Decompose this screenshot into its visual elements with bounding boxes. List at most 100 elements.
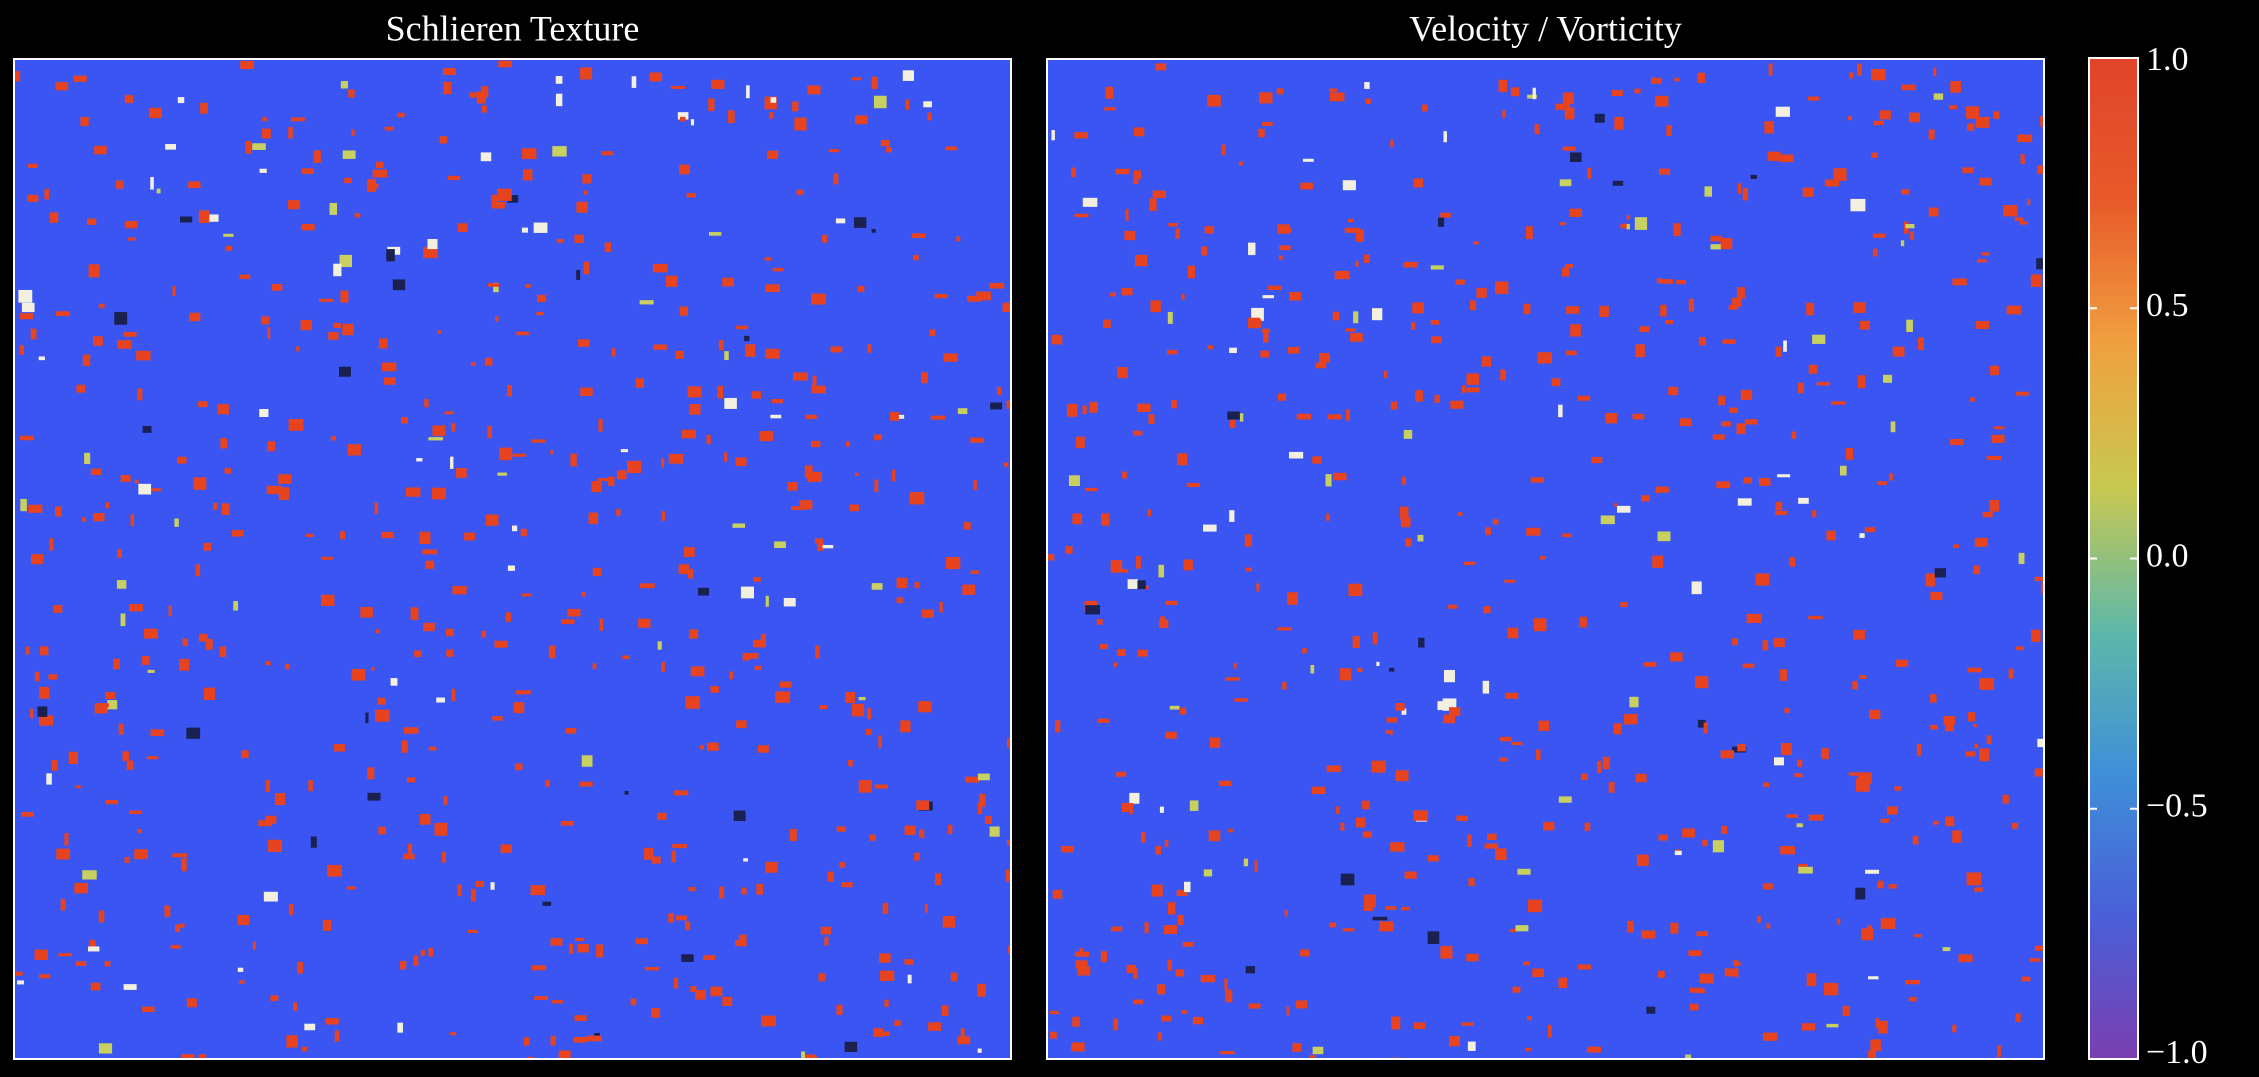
speckle <box>943 353 957 361</box>
speckle <box>1824 983 1838 996</box>
speckle <box>186 728 200 739</box>
speckle <box>1097 619 1103 625</box>
speckle <box>187 998 197 1007</box>
speckle <box>1259 92 1272 103</box>
speckle <box>286 1035 297 1047</box>
speckle <box>76 785 81 788</box>
speckle <box>1133 431 1142 436</box>
speckle <box>1115 169 1129 174</box>
speckle <box>598 478 612 481</box>
speckle <box>921 372 928 383</box>
speckle <box>780 682 792 688</box>
speckle <box>1180 708 1186 715</box>
speckle <box>514 702 525 713</box>
speckle <box>31 329 37 340</box>
speckle <box>1802 1023 1815 1030</box>
speckle <box>1973 565 1979 574</box>
speckle <box>1737 423 1746 434</box>
speckle <box>1690 988 1704 993</box>
speckle <box>928 1022 941 1031</box>
speckle <box>1881 918 1896 929</box>
speckle <box>105 961 111 967</box>
speckle <box>1970 397 1975 401</box>
speckle <box>222 503 230 515</box>
speckle <box>1260 351 1269 358</box>
speckle <box>266 816 277 824</box>
speckle <box>569 944 573 954</box>
speckle <box>1101 513 1109 525</box>
speckle <box>653 264 668 273</box>
speckle <box>970 438 984 443</box>
speckle <box>583 190 587 194</box>
speckle <box>651 1008 660 1018</box>
speckle <box>1895 786 1902 791</box>
speckle <box>1050 1011 1059 1014</box>
speckle <box>1868 976 1879 979</box>
speckle <box>1975 538 1988 547</box>
speckle <box>1193 1017 1203 1024</box>
speckle <box>1411 322 1415 330</box>
speckle <box>557 239 564 243</box>
speckle <box>1390 842 1404 851</box>
speckle <box>631 999 637 1006</box>
speckle <box>578 944 589 953</box>
speckle <box>2027 199 2030 205</box>
speckle <box>1658 531 1671 541</box>
speckle <box>632 76 637 88</box>
speckle <box>406 487 420 496</box>
speckle <box>442 852 446 863</box>
speckle <box>1312 456 1321 463</box>
speckle <box>1655 96 1668 107</box>
speckle <box>379 338 388 348</box>
colorbar-tick-label: −0.5 <box>2146 788 2208 825</box>
speckle <box>289 904 293 915</box>
speckle <box>1975 744 1979 749</box>
speckle <box>1168 902 1176 914</box>
speckle <box>1219 781 1231 786</box>
speckle <box>1849 772 1863 775</box>
speckle <box>536 312 543 315</box>
speckle <box>1262 122 1273 126</box>
speckle <box>596 944 603 957</box>
speckle <box>616 509 620 516</box>
speckle <box>524 1037 530 1045</box>
speckle <box>1504 580 1515 583</box>
heatmap <box>14 59 1019 1068</box>
speckle <box>640 300 654 304</box>
speckle <box>1559 978 1568 988</box>
speckle <box>1617 506 1630 513</box>
speckle <box>1587 168 1591 179</box>
speckle <box>2016 392 2029 396</box>
speckle <box>872 583 883 590</box>
speckle <box>755 666 762 670</box>
speckle <box>666 276 677 287</box>
speckle <box>50 212 59 222</box>
speckle <box>1688 950 1701 956</box>
speckle <box>501 844 512 852</box>
speckle <box>962 585 975 595</box>
speckle <box>1652 556 1663 568</box>
speckle <box>1877 881 1883 889</box>
speckle <box>854 217 866 228</box>
speckle <box>137 388 142 400</box>
speckle <box>26 647 30 655</box>
speckle <box>1570 324 1581 336</box>
speckle <box>587 1036 602 1042</box>
speckle <box>1855 888 1865 900</box>
speckle <box>1532 969 1544 977</box>
speckle <box>1319 353 1330 363</box>
speckle <box>1228 829 1233 833</box>
speckle <box>1175 229 1179 239</box>
speckle <box>689 404 700 415</box>
speckle <box>1837 918 1840 924</box>
speckle <box>471 362 476 365</box>
speckle <box>1431 320 1439 325</box>
speckle <box>736 326 748 330</box>
speckle <box>507 385 512 397</box>
speckle <box>1246 568 1252 572</box>
speckle <box>1149 198 1156 211</box>
speckle <box>820 705 828 709</box>
speckle <box>1747 614 1762 623</box>
speckle <box>1513 987 1521 993</box>
speckle <box>591 481 601 492</box>
